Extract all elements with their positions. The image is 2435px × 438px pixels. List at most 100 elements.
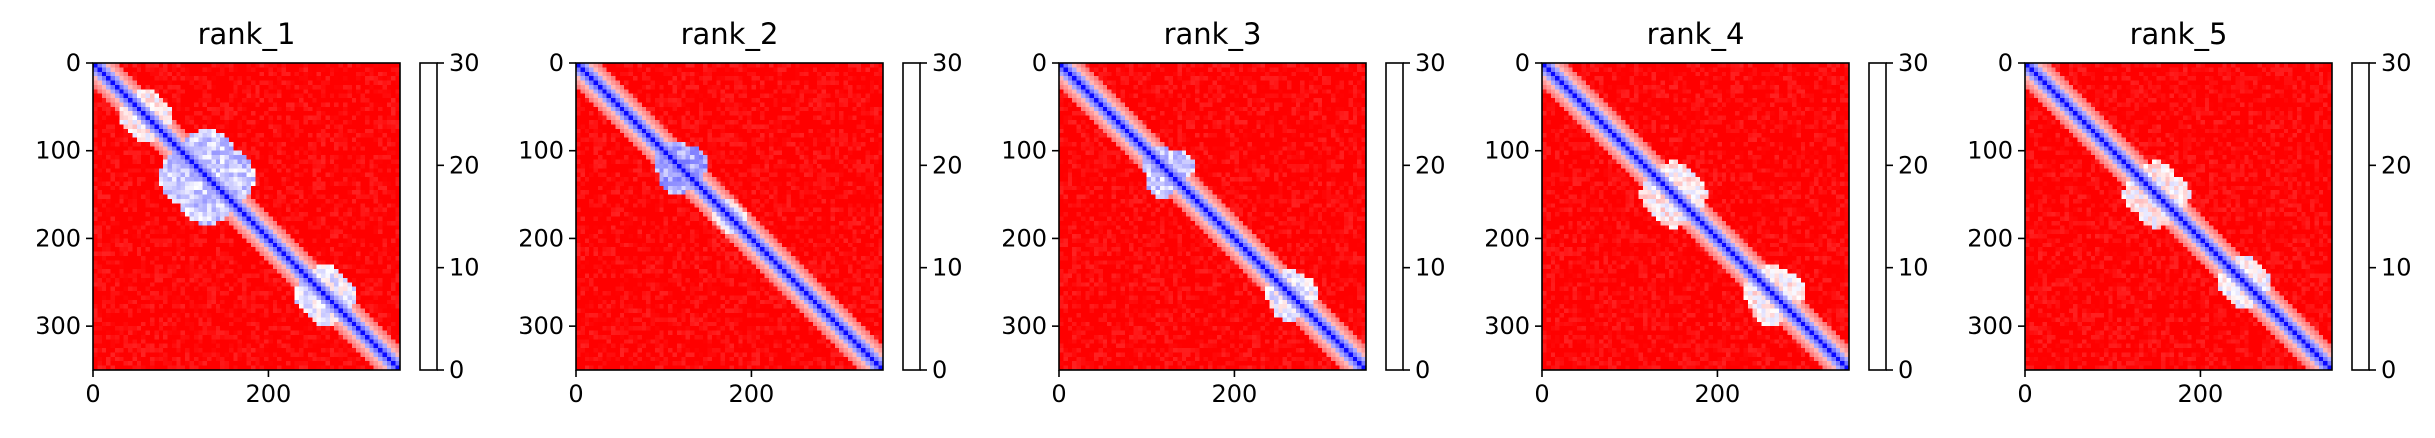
heatmap-cell [606, 63, 612, 68]
heatmap-cell [250, 330, 256, 336]
heatmap-cell [167, 216, 173, 222]
heatmap-cell [145, 172, 151, 178]
heatmap-cell [325, 194, 331, 200]
heatmap-cell [158, 304, 164, 310]
heatmap-cell [145, 181, 151, 187]
heatmap-cell [391, 299, 397, 305]
heatmap-cell [373, 128, 379, 134]
heatmap-cell [198, 220, 204, 226]
heatmap-cell [128, 181, 134, 187]
heatmap-cell [307, 177, 313, 183]
heatmap-cell [285, 84, 291, 90]
heatmap-cell [255, 207, 261, 213]
heatmap-cell [307, 71, 313, 77]
heatmap-cell [347, 141, 353, 147]
heatmap-cell [360, 361, 366, 367]
heatmap-cell [259, 260, 265, 266]
heatmap-cell [119, 150, 125, 156]
heatmap-cell [215, 225, 221, 231]
heatmap-cell [342, 137, 348, 143]
heatmap-cell [224, 238, 230, 244]
heatmap-cell [391, 159, 397, 165]
heatmap-cell [290, 334, 296, 340]
heatmap-cell [224, 185, 230, 191]
heatmap-cell [386, 63, 392, 68]
heatmap-cell [211, 304, 217, 310]
heatmap-cell [237, 216, 243, 222]
heatmap-cell [202, 286, 208, 292]
heatmap-cell [97, 115, 103, 121]
heatmap-cell [351, 115, 357, 121]
heatmap-cell [163, 234, 169, 240]
heatmap-cell [224, 247, 230, 253]
heatmap-cell [312, 238, 318, 244]
heatmap-cell [255, 365, 261, 371]
heatmap-cell [356, 247, 362, 253]
heatmap-cell [193, 194, 199, 200]
heatmap-cell [123, 264, 129, 270]
heatmap-cell [329, 115, 335, 121]
heatmap-cell [264, 181, 270, 187]
heatmap-cell [285, 304, 291, 310]
heatmap-cell [150, 269, 155, 275]
heatmap-cell [281, 234, 287, 240]
heatmap-cell [198, 76, 204, 82]
heatmap-cell [299, 198, 305, 204]
heatmap-cell [233, 361, 239, 367]
heatmap-cell [141, 247, 147, 253]
heatmap-cell [255, 185, 261, 191]
heatmap-cell [246, 172, 252, 178]
heatmap-cell [228, 225, 234, 231]
heatmap-cell [193, 282, 199, 288]
heatmap-cell [312, 312, 318, 318]
heatmap-cell [202, 190, 208, 196]
heatmap-cell [312, 155, 318, 161]
heatmap-cell [237, 207, 243, 213]
heatmap-cell [364, 247, 370, 253]
heatmap-cell [114, 194, 120, 200]
heatmap-cell [154, 291, 160, 297]
heatmap-cell [382, 234, 388, 240]
heatmap-cell [325, 260, 331, 266]
heatmap-cell [312, 141, 318, 147]
heatmap-cell [334, 238, 340, 244]
heatmap-cell [865, 63, 871, 68]
heatmap-cell [852, 63, 858, 68]
heatmap-cell [106, 63, 112, 68]
heatmap-cell [180, 168, 186, 174]
heatmap-cell [132, 146, 138, 152]
heatmap-cell [312, 339, 318, 345]
heatmap-cell [373, 277, 379, 283]
heatmap-cell [207, 365, 213, 371]
heatmap-cell [277, 190, 283, 196]
heatmap-cell [242, 365, 248, 371]
heatmap-cell [176, 225, 182, 231]
heatmap-cell [114, 120, 120, 125]
heatmap-cell [176, 312, 182, 318]
heatmap-cell [171, 84, 177, 90]
heatmap-cell [369, 93, 375, 99]
heatmap-cell [329, 225, 335, 231]
heatmap-cell [285, 269, 291, 275]
heatmap-cell [224, 212, 230, 218]
heatmap-cell [277, 291, 283, 297]
heatmap-cell [378, 106, 384, 112]
heatmap-cell [342, 190, 348, 196]
heatmap-cell [202, 89, 208, 95]
heatmap-cell [307, 352, 313, 358]
heatmap-cell [141, 67, 147, 73]
heatmap-cell [128, 216, 134, 222]
heatmap-cell [119, 330, 125, 336]
heatmap-cell [167, 334, 173, 340]
heatmap-cell [316, 339, 322, 345]
heatmap-cell [242, 247, 248, 253]
heatmap-cell [211, 299, 217, 305]
heatmap-cell [128, 67, 134, 73]
heatmap-cell [329, 98, 335, 104]
heatmap-cell [220, 120, 226, 125]
heatmap-cell [303, 326, 309, 332]
heatmap-cell [228, 102, 234, 108]
heatmap-cell [101, 128, 107, 134]
heatmap-cell [329, 348, 335, 354]
heatmap-cell [281, 203, 287, 209]
